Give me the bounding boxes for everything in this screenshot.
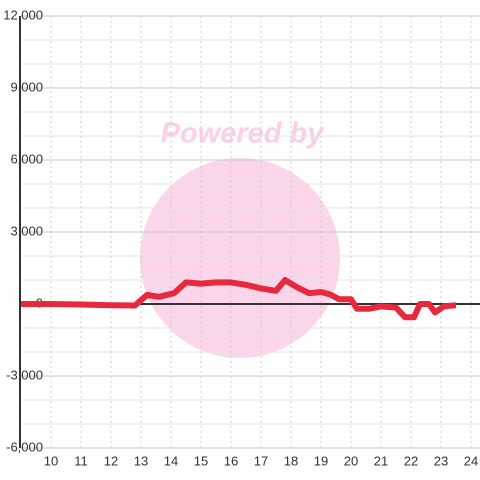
y-tick-label: 6,000 (10, 151, 43, 166)
x-tick-label: 24 (464, 453, 478, 468)
x-tick-label: 13 (134, 453, 148, 468)
x-tick-label: 18 (284, 453, 298, 468)
data-line (21, 277, 457, 321)
x-tick-label: 11 (74, 453, 88, 468)
x-tick-label: 20 (344, 453, 358, 468)
y-tick-label: 12,000 (3, 7, 43, 22)
watermark-text: Powered by (161, 118, 326, 150)
y-tick-label: -6,000 (6, 439, 43, 454)
x-tick-label: 15 (194, 453, 208, 468)
y-tick-label: 9,000 (10, 79, 43, 94)
x-tick-label: 22 (404, 453, 418, 468)
x-tick-label: 10 (44, 453, 58, 468)
y-tick-label: -3,000 (6, 367, 43, 382)
x-tick-label: 23 (434, 453, 448, 468)
x-tick-label: 14 (164, 453, 178, 468)
x-tick-label: 17 (254, 453, 268, 468)
x-tick-label: 16 (224, 453, 238, 468)
y-tick-label: 3,000 (10, 223, 43, 238)
x-tick-label: 21 (374, 453, 388, 468)
x-tick-label: 12 (104, 453, 118, 468)
x-tick-label: 19 (314, 453, 328, 468)
